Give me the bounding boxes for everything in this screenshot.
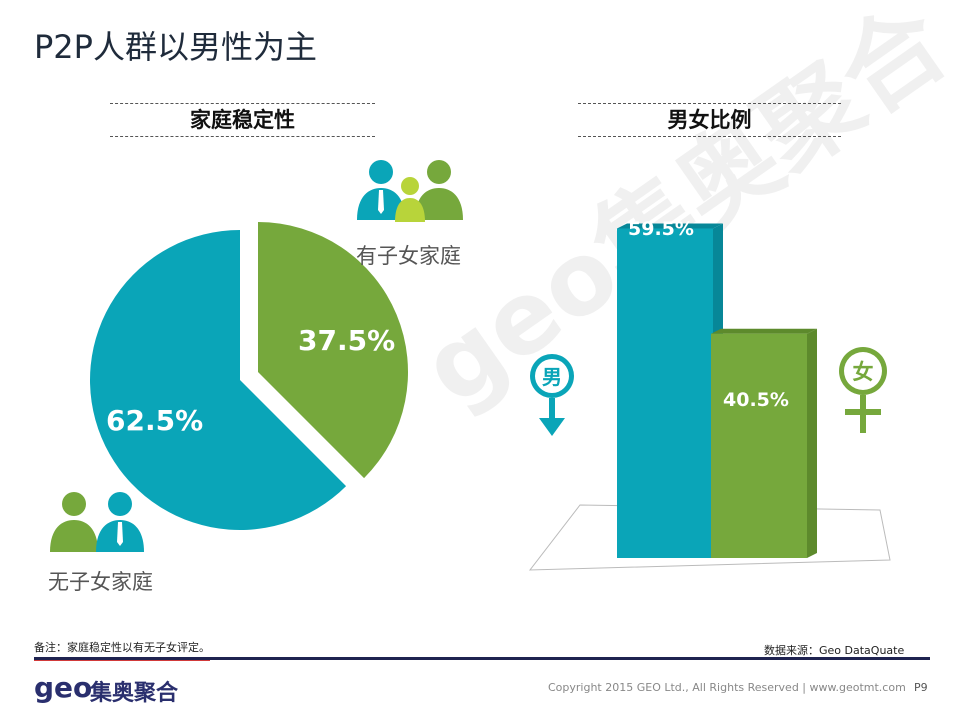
couple-icon: [50, 492, 144, 552]
pie-label-with-children-pct: 37.5%: [298, 324, 396, 357]
family-group-icon: [357, 160, 463, 222]
bar-female-top: [711, 328, 817, 334]
bar-female: [711, 333, 807, 558]
footer-divider: [34, 657, 930, 660]
bar-male-top: [617, 223, 723, 229]
pie-label-no-children-pct: 62.5%: [106, 404, 204, 437]
bar-label-female: 40.5%: [723, 389, 789, 411]
copyright-text: Copyright 2015 GEO Ltd., All Rights Rese…: [548, 681, 906, 694]
company-logo-chinese: 集奥聚合: [90, 681, 179, 706]
page-title: P2P人群以男性为主: [34, 28, 317, 66]
bar-female-side: [807, 328, 817, 558]
with-children-label: 有子女家庭: [356, 244, 461, 268]
family-stability-pie-chart: [89, 222, 408, 530]
bar-male: [617, 228, 713, 558]
data-source: 数据来源：Geo DataQuate: [764, 644, 905, 657]
page-number: P9: [914, 681, 928, 694]
company-logo: geo: [34, 671, 93, 704]
male-symbol-icon: 男: [530, 354, 574, 436]
pie-section-heading: 家庭稳定性: [110, 103, 375, 137]
gender-ratio-bar-chart: [528, 223, 891, 571]
female-symbol-icon: 女: [839, 347, 887, 433]
no-children-label: 无子女家庭: [48, 570, 153, 594]
pie-slice-no-children: [89, 230, 347, 530]
bar-section-heading: 男女比例: [578, 103, 841, 137]
bar-label-male: 59.5%: [628, 218, 694, 240]
pie-slice-with-children: [258, 222, 408, 479]
male-symbol-text: 男: [542, 365, 562, 389]
female-symbol-text: 女: [853, 360, 874, 384]
